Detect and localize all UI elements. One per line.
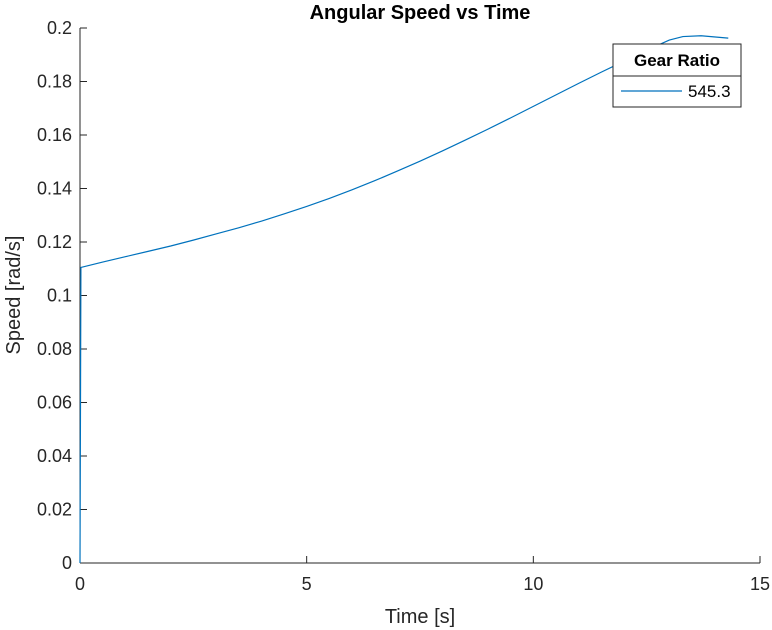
series-line [79,35,729,564]
chart-title: Angular Speed vs Time [310,2,531,24]
plot-area [79,28,760,564]
y-tick-label: 0.08 [37,339,72,359]
x-tick-label: 0 [75,574,85,594]
y-tick-label: 0.14 [37,179,72,199]
x-tick-label: 5 [302,574,312,594]
y-axis-label: Speed [rad/s] [3,236,25,355]
y-tick-label: 0.04 [37,446,72,466]
y-tick-label: 0.06 [37,393,72,413]
legend: Gear Ratio 545.3 [612,43,742,108]
y-tick-label: 0.1 [47,286,72,306]
y-ticks: 0 0.02 0.04 0.06 0.08 0.1 0.12 0.14 0.16 0.18 0.2 [37,18,87,573]
x-ticks: 0 5 10 15 [75,556,770,594]
y-tick-label: 0 [62,553,72,573]
x-tick-label: 15 [750,574,770,594]
y-tick-label: 0.16 [37,125,72,145]
x-axis-label: Time [s] [385,606,455,628]
legend-entry-label: 545.3 [688,82,731,101]
y-tick-label: 0.2 [47,18,72,38]
y-tick-label: 0.12 [37,232,72,252]
y-tick-label: 0.02 [37,500,72,520]
y-tick-label: 0.18 [37,72,72,92]
x-tick-label: 10 [523,574,543,594]
legend-title: Gear Ratio [634,51,720,70]
